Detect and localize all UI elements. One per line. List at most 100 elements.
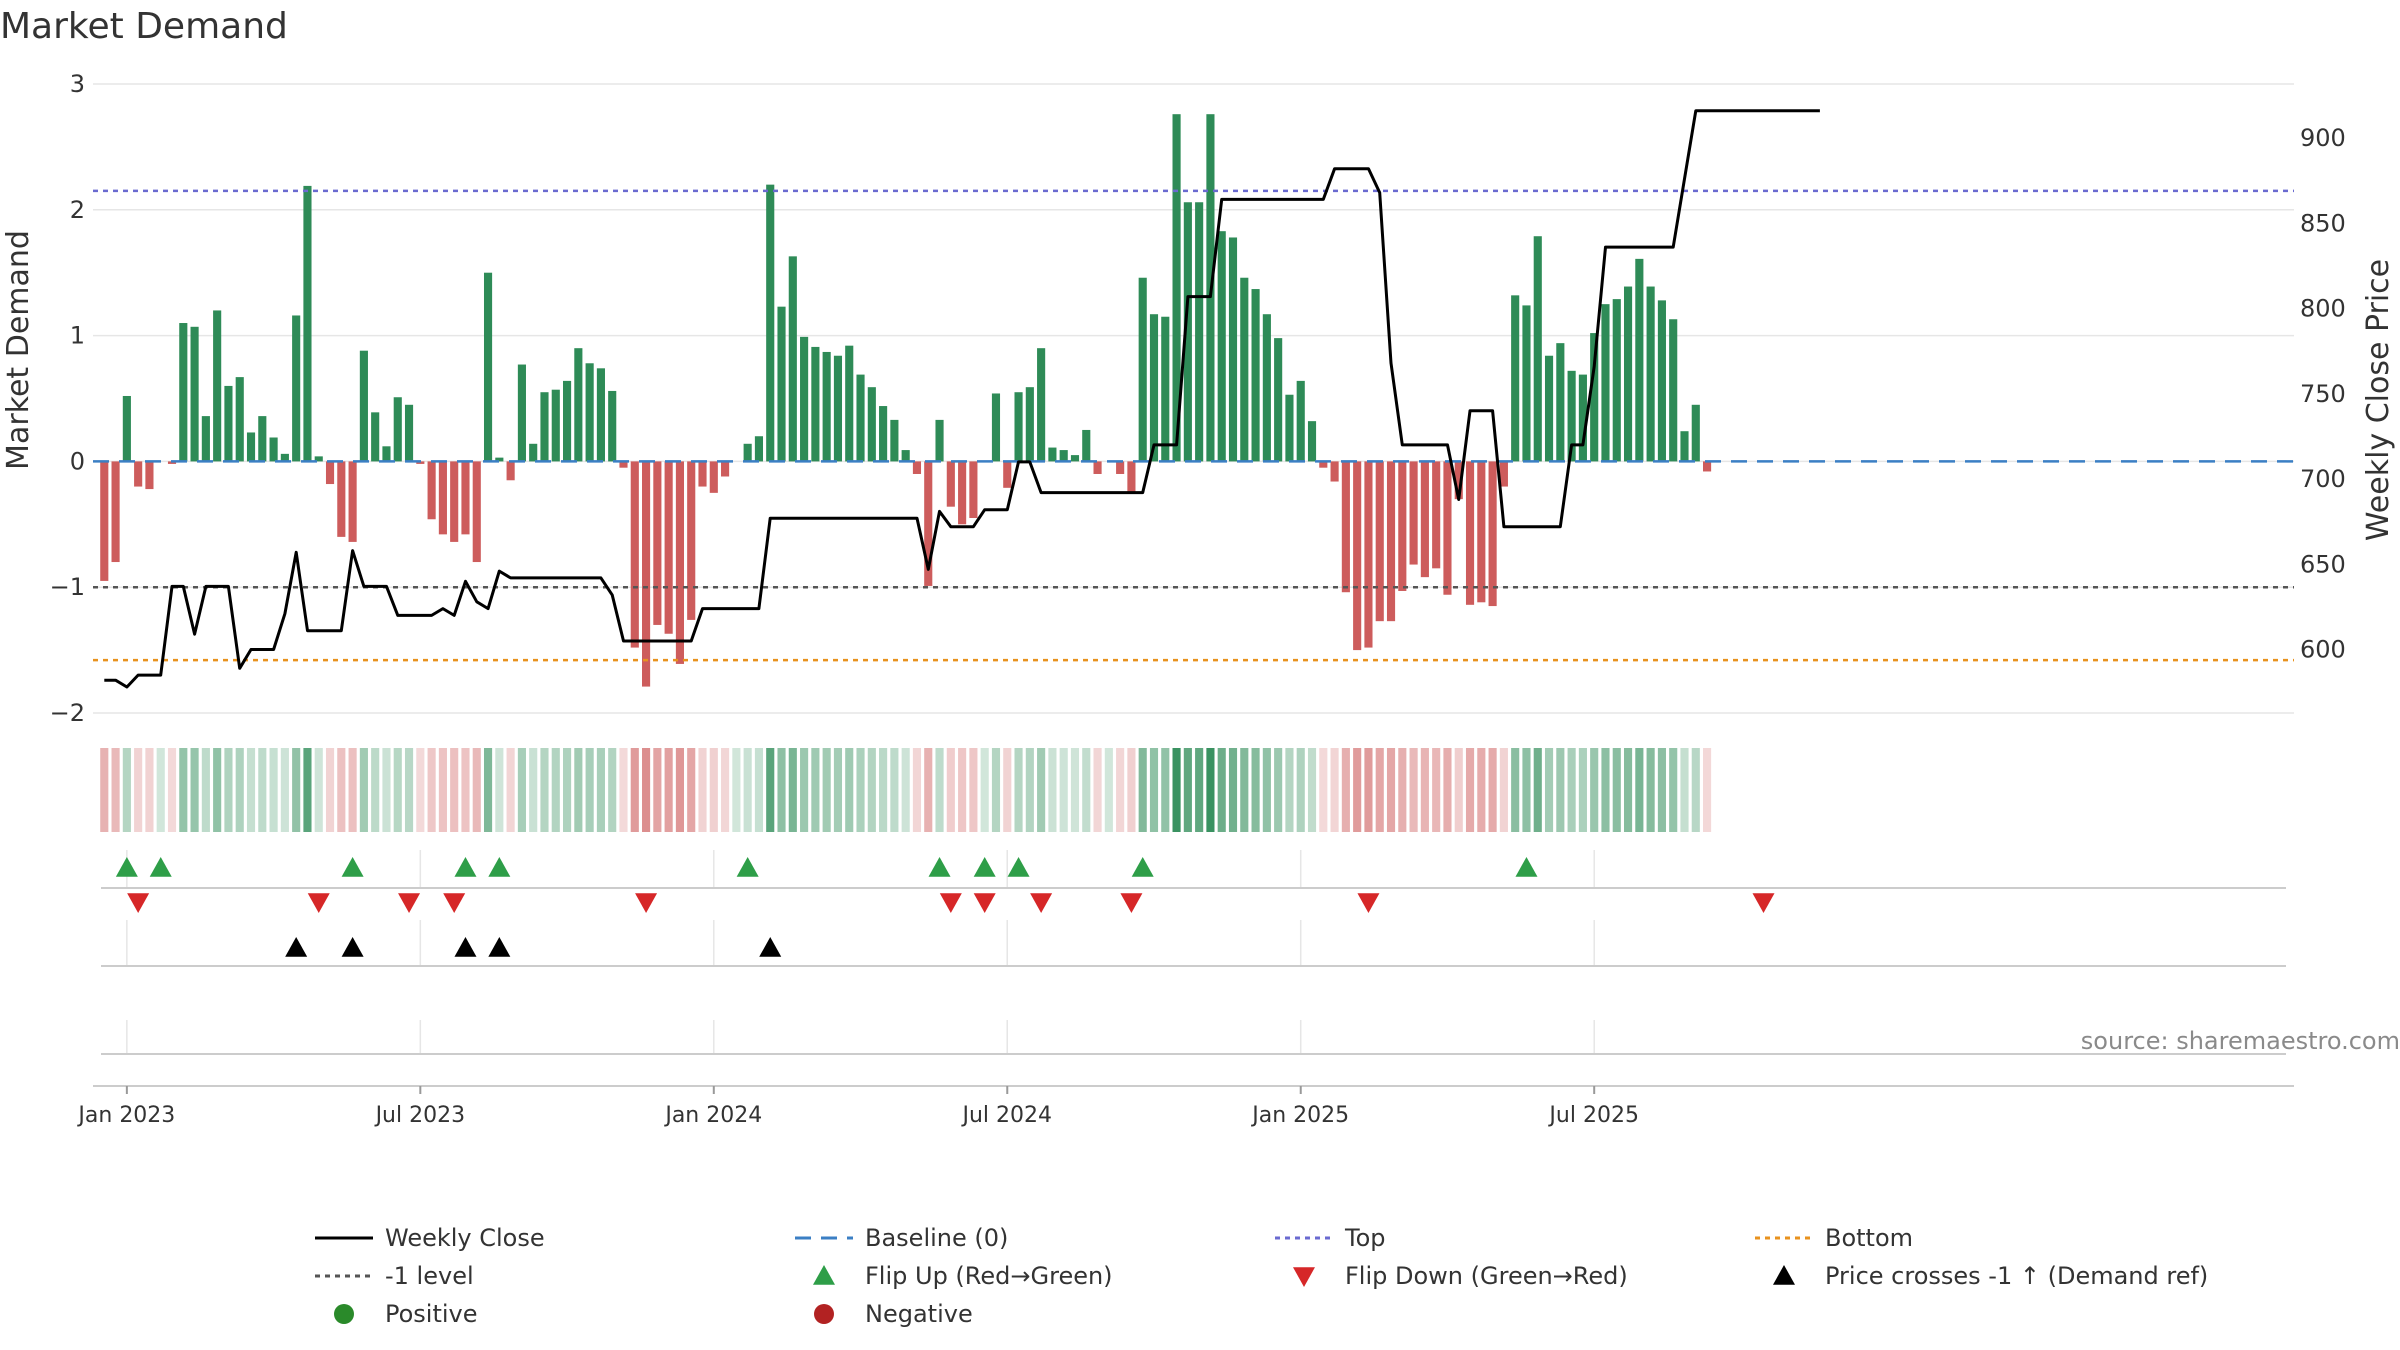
demand-bar-negative [1465, 461, 1475, 605]
demand-bar-positive [845, 345, 854, 462]
flip-down-marker [1357, 893, 1380, 913]
x-tick-label: Jul 2024 [960, 1103, 1052, 1128]
demand-bar-negative [664, 461, 673, 634]
demand-bar-negative [687, 461, 696, 620]
x-tick-label: Jul 2023 [374, 1103, 466, 1128]
demand-bar-positive [1522, 305, 1531, 462]
demand-bar-positive [833, 355, 843, 462]
y-tick-label: −2 [50, 699, 85, 727]
heat-strip-cell [382, 748, 391, 832]
heat-strip-cell [1296, 748, 1305, 832]
demand-bar-negative [630, 461, 639, 648]
demand-bar-negative [1454, 461, 1463, 500]
heat-strip-cell [1014, 748, 1023, 832]
demand-bar-positive [1307, 421, 1317, 462]
heat-strip-cell [1037, 748, 1046, 832]
heat-strip-cell [1409, 748, 1418, 832]
demand-bar-negative [1353, 461, 1362, 651]
y2-tick-label: 850 [2300, 209, 2346, 237]
demand-bar-positive [292, 315, 301, 462]
demand-bar-positive [1070, 455, 1080, 462]
legend-label: Flip Up (Red→Green) [865, 1262, 1113, 1290]
heat-strip-cell [1240, 748, 1249, 832]
heat-strip-cell [1183, 748, 1192, 832]
flip-up-marker [115, 857, 138, 877]
heat-strip-cell [901, 748, 910, 832]
heat-strip-cell [879, 748, 888, 832]
demand-bar-negative [1386, 461, 1396, 622]
heat-strip-cell [1646, 748, 1655, 832]
y-tick-label: 1 [70, 322, 85, 350]
heat-strip-cell [450, 748, 459, 832]
demand-bar-positive [1669, 319, 1678, 462]
heat-strip-cell [1070, 748, 1080, 832]
heat-strip-cell [314, 748, 323, 832]
heat-strip-cell [788, 748, 797, 832]
demand-bar-positive [1014, 392, 1023, 462]
legend-item: Flip Up (Red→Green) [813, 1262, 1113, 1290]
heat-strip-cell [1172, 748, 1181, 832]
demand-bar-positive [1161, 316, 1170, 462]
heat-strip-cell [122, 748, 131, 832]
demand-bar-positive [856, 374, 865, 462]
flip-down-marker [307, 893, 330, 913]
heat-strip-cell [924, 748, 933, 832]
heat-strip-cell [958, 748, 967, 832]
heat-strip-cell [280, 748, 289, 832]
demand-bar-negative [1477, 461, 1486, 603]
heat-strip-cell [1307, 748, 1317, 832]
demand-bar-negative [438, 461, 447, 535]
legend-label: Negative [865, 1300, 973, 1328]
heat-strip-cell [596, 748, 605, 832]
flip-down-marker [973, 893, 996, 913]
heat-strip-cell [946, 748, 955, 832]
demand-bar-negative [167, 461, 177, 464]
flip-down-marker [1030, 893, 1053, 913]
flip-up-marker [736, 857, 759, 877]
demand-bar-positive [1025, 387, 1034, 462]
demand-bar-negative [1443, 461, 1452, 595]
demand-bar-negative [325, 461, 335, 485]
demand-bar-positive [404, 404, 414, 462]
heat-strip-cell [1533, 748, 1542, 832]
heat-strip-cell [833, 748, 843, 832]
heat-strip-cell [585, 748, 594, 832]
heat-strip-cell [743, 748, 752, 832]
heat-strip-cell [1149, 748, 1159, 832]
heat-strip-cell [461, 748, 470, 832]
heat-strip-cell [1691, 748, 1700, 832]
heat-strip-cell [1556, 748, 1565, 832]
heat-strip-cell [698, 748, 707, 832]
heat-strip-cell [1375, 748, 1384, 832]
demand-bar-positive [879, 406, 888, 462]
heat-strip-cell [1432, 748, 1441, 832]
demand-bar-positive [1511, 295, 1520, 462]
demand-bar-positive [1623, 286, 1633, 462]
heat-strip-cell [292, 748, 301, 832]
flip-down-marker [127, 893, 150, 913]
heat-strip-cell [1082, 748, 1091, 832]
heat-strip-cell [269, 748, 278, 832]
heat-strip-cell [1499, 748, 1508, 832]
demand-bar-positive [1635, 258, 1644, 462]
heat-strip-cell [1341, 748, 1350, 832]
demand-bar-negative [958, 461, 967, 525]
flip-down-marker [1752, 893, 1775, 913]
price-cross-marker [285, 937, 308, 957]
heat-strip-cell [619, 748, 628, 832]
heat-strip-cell [1353, 748, 1362, 832]
demand-bar-positive [258, 416, 267, 462]
heat-strip-cell [359, 748, 368, 832]
demand-bar-positive [867, 387, 876, 462]
heat-strip-cell [551, 748, 560, 832]
demand-bar-positive [562, 380, 572, 462]
heat-strip-cell [100, 748, 109, 832]
demand-bar-positive [901, 450, 910, 462]
heat-strip-cell [393, 748, 402, 832]
demand-bar-positive [1646, 286, 1655, 462]
heat-strip-cell [766, 748, 775, 832]
heat-strip-cell [1161, 748, 1170, 832]
legend-label: Baseline (0) [865, 1224, 1008, 1252]
demand-bar-negative [506, 461, 515, 481]
heat-strip-cell [179, 748, 188, 832]
